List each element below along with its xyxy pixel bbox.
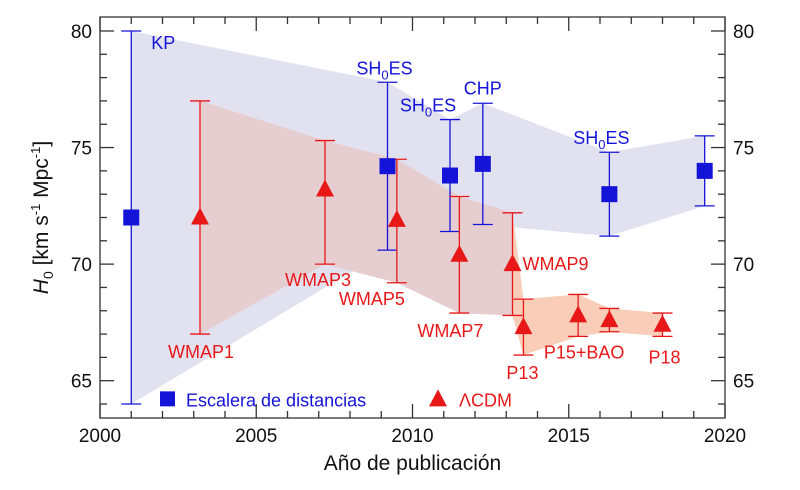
triangle-marker: [514, 317, 533, 335]
square-marker: [601, 186, 618, 203]
triangle-marker: [450, 244, 469, 262]
cmb-band-late: [512, 212, 663, 356]
label-part: ES: [432, 96, 456, 116]
y-axis-title: H0 [km s-1 Mpc-1]: [28, 141, 56, 294]
data-markers: [123, 155, 713, 335]
x-tick-label: 2015: [548, 426, 590, 447]
label-subscript: 0: [598, 137, 605, 152]
label-subscript: 0: [425, 105, 432, 120]
legend: Escalera de distancias ΛCDM: [160, 389, 512, 410]
y-axis-title-mpc: Mpc: [30, 158, 53, 204]
square-marker: [442, 167, 458, 184]
uncertainty-bands: [131, 30, 705, 405]
label-part: SH: [573, 128, 598, 148]
y-tick-label-left: 80: [71, 22, 92, 43]
point-label: P15+BAO: [544, 342, 625, 362]
y-axis-title-end: ]: [30, 141, 53, 147]
y-tick-label-right: 80: [733, 22, 754, 43]
y-tick-label-left: 70: [71, 255, 92, 276]
legend-label-lcdm: ΛCDM: [459, 390, 512, 410]
x-axis-title: Año de publicación: [324, 452, 501, 475]
label-part: ES: [389, 58, 413, 78]
point-label: P13: [506, 363, 538, 383]
y-axis-title-sup2: -1: [28, 147, 43, 159]
triangle-marker: [387, 209, 406, 227]
y-axis-title-sup1: -1: [28, 204, 43, 216]
triangle-marker: [653, 314, 672, 332]
point-label: SH0ES: [400, 96, 456, 120]
triangle-marker: [600, 310, 619, 328]
triangle-marker: [191, 207, 209, 225]
y-axis-title-unit: [km s: [30, 215, 53, 271]
square-marker: [379, 158, 396, 175]
point-label: WMAP5: [339, 289, 405, 309]
x-tick-label: 2005: [235, 426, 277, 447]
point-label: WMAP3: [285, 270, 351, 290]
legend-square-marker: [160, 391, 175, 407]
legend-triangle-marker: [429, 389, 447, 407]
point-label: WMAP7: [417, 321, 483, 341]
square-marker: [123, 209, 140, 226]
axes: 2000 2005 2010 2015 2020 65 65 70 70 75 75 80 80: [71, 16, 754, 447]
label-subscript: 0: [381, 67, 388, 82]
legend-label-ladder: Escalera de distancias: [186, 390, 366, 410]
square-marker: [696, 162, 713, 179]
y-tick-label-right: 70: [733, 255, 754, 276]
y-tick-label-left: 65: [71, 372, 92, 393]
point-label: KP: [151, 33, 175, 53]
label-part: SH: [400, 96, 425, 116]
point-label: SH0ES: [573, 128, 629, 152]
y-tick-label-left: 75: [71, 139, 92, 160]
y-axis-title-h: H: [30, 278, 53, 294]
point-label: WMAP9: [523, 254, 589, 274]
point-labels: KPSH0ESSH0ESCHPSH0ESWMAP1WMAP3WMAP5WMAP9…: [151, 33, 680, 383]
triangle-marker: [316, 179, 334, 197]
x-tick-label: 2010: [391, 426, 433, 447]
label-part: SH: [356, 58, 381, 78]
square-marker: [474, 155, 491, 172]
triangle-marker: [569, 305, 588, 323]
point-label: WMAP1: [168, 342, 234, 362]
y-axis-title-sub: 0: [40, 271, 56, 279]
point-label: SH0ES: [356, 58, 412, 82]
x-tick-label: 2000: [79, 426, 121, 447]
label-part: ES: [605, 128, 629, 148]
y-tick-label-right: 65: [733, 372, 754, 393]
x-tick-label: 2020: [704, 426, 746, 447]
point-label: CHP: [464, 78, 502, 98]
y-tick-label-right: 75: [733, 139, 754, 160]
triangle-marker: [503, 254, 522, 272]
cmb-band-early: [200, 100, 513, 335]
point-label: P18: [648, 347, 680, 367]
